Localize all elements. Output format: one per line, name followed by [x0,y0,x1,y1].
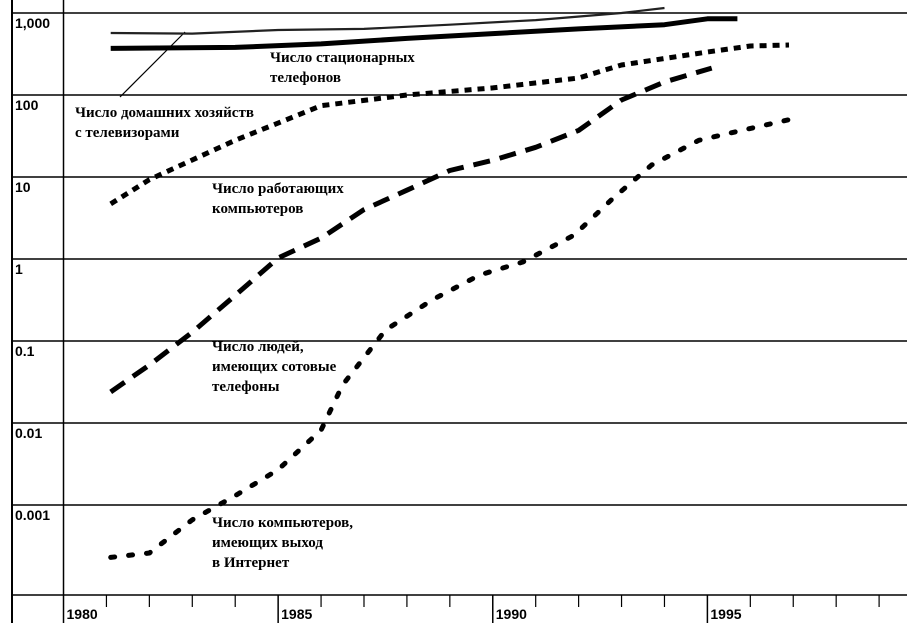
y-tick-label: 0.1 [15,343,35,359]
leader-line [119,31,186,98]
series-line [110,16,738,51]
series-label: телефоны [212,379,280,395]
series-label: с телевизорами [75,125,180,141]
series-label: Число людей, [212,339,304,355]
series-label: компьютеров [212,201,303,217]
series-line [110,6,665,35]
series-label: имеющих сотовые [212,359,337,375]
x-tick-label: 1995 [710,606,741,622]
series-label: имеющих выход [212,535,323,551]
y-tick-label: 100 [15,97,39,113]
y-tick-label: 10 [15,179,31,195]
y-tick-label: 0.01 [15,425,42,441]
series-line [108,117,792,560]
x-tick-label: 1990 [496,606,527,622]
series-label: Число компьютеров, [212,515,353,531]
series-label: в Интернет [212,555,290,571]
series-label: Число домашних хозяйств [75,105,254,121]
x-tick-label: 1980 [67,606,98,622]
series-label: Число работающих [212,181,344,197]
series-label: телефонов [270,70,341,86]
x-tick-label: 1985 [281,606,312,622]
y-tick-label: 1 [15,261,23,277]
series-label: Число стационарных [270,50,415,66]
plot-area [108,6,792,560]
y-tick-label: 1,000 [15,15,50,31]
series-line [109,65,713,394]
y-tick-label: 0.001 [15,507,50,523]
series-line [109,42,790,207]
